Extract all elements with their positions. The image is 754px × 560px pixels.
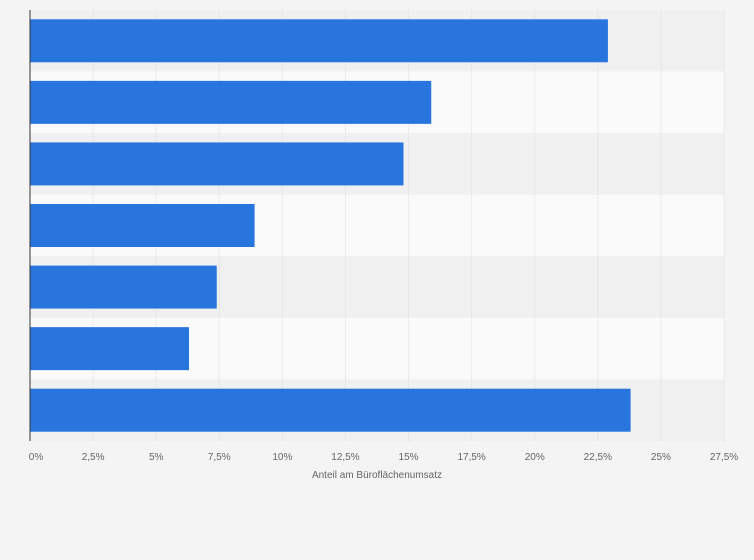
- x-tick-label: 5%: [149, 452, 164, 463]
- bar[interactable]: [30, 19, 608, 63]
- bar[interactable]: [30, 204, 255, 247]
- x-tick-label: 25%: [651, 452, 671, 463]
- x-tick-label: 15%: [399, 452, 419, 463]
- bar[interactable]: [30, 327, 189, 371]
- x-tick-label: 17,5%: [457, 452, 485, 463]
- x-tick-label: 2,5%: [82, 452, 105, 463]
- bar[interactable]: [30, 388, 631, 432]
- x-axis-title: Anteil am Büroflächenumsatz: [312, 470, 442, 481]
- x-tick-label: 27,5%: [710, 452, 738, 463]
- bar[interactable]: [30, 80, 432, 124]
- x-tick-label: 0%: [29, 452, 44, 463]
- x-axis-ticks: 0% 2,5% 5% 7,5% 10% 12,5% 15% 17,5% 20% 22,5% 25% 2…: [29, 452, 739, 463]
- x-tick-label: 10%: [272, 452, 292, 463]
- bars: [30, 19, 631, 432]
- bar[interactable]: [30, 142, 404, 186]
- x-tick-label: 7,5%: [208, 452, 231, 463]
- bar[interactable]: [30, 265, 217, 309]
- x-tick-label: 12,5%: [331, 452, 359, 463]
- x-tick-label: 20%: [525, 452, 545, 463]
- x-tick-label: 22,5%: [584, 452, 612, 463]
